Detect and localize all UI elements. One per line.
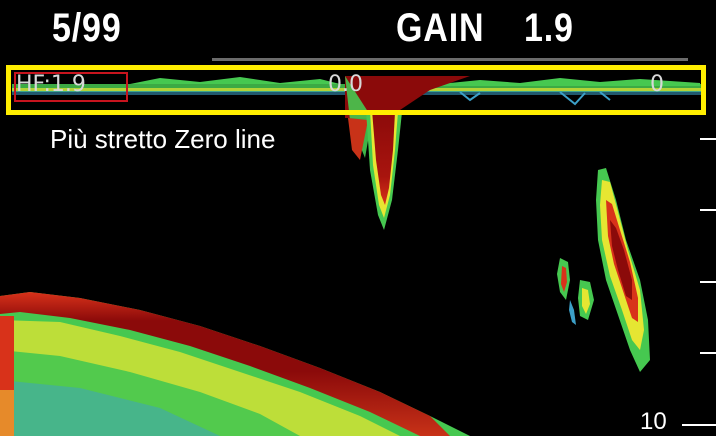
fish-school — [557, 168, 650, 372]
depth-tick — [700, 138, 716, 140]
zero-line-right-value: 0 — [650, 72, 664, 97]
depth-tick — [700, 352, 716, 354]
surface-clutter — [345, 76, 470, 230]
zero-line-highlight — [6, 65, 706, 115]
frequency-box — [14, 72, 128, 102]
depth-label: 10 — [640, 408, 667, 435]
zero-line-center-value: 0.0 — [328, 72, 363, 97]
depth-tick — [700, 281, 716, 283]
caption-text: Più stretto Zero line — [50, 124, 276, 154]
bottom-return — [0, 292, 470, 436]
gain-value: 1.9 — [524, 6, 574, 50]
page-counter: 5/99 — [52, 6, 122, 50]
header-underline — [212, 58, 688, 61]
depth-tick — [682, 424, 716, 426]
frequency-label: HF:1.9 — [16, 72, 86, 97]
depth-tick — [700, 209, 716, 211]
status-header: 5/99 GAIN 1.9 — [0, 0, 716, 61]
gain-label: GAIN — [396, 6, 485, 50]
